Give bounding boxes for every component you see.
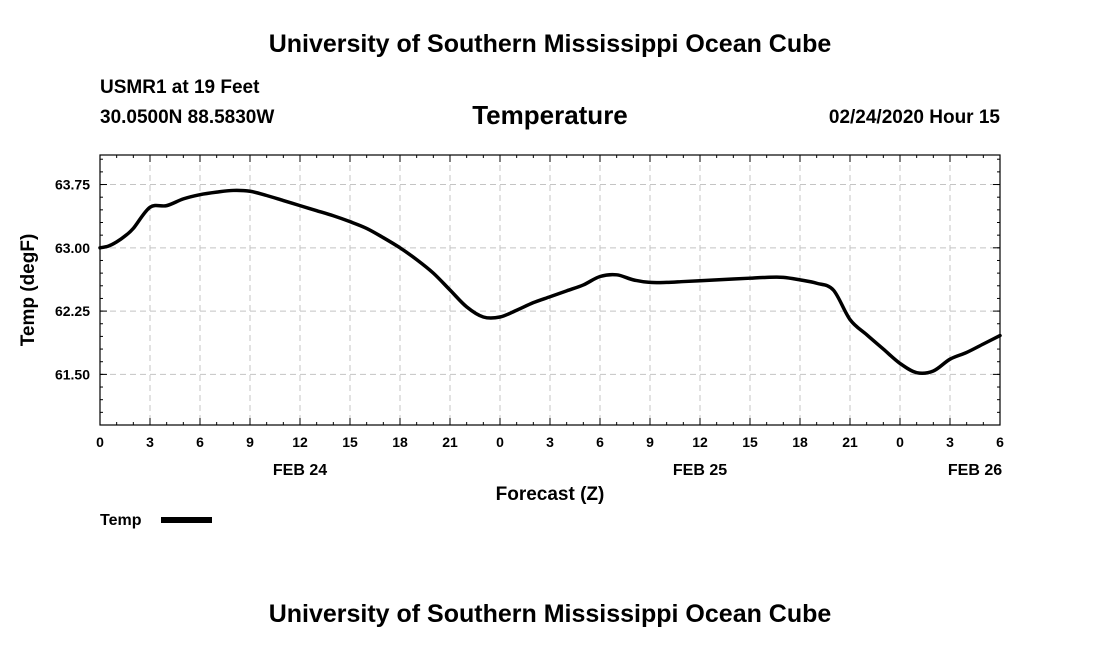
x-tick-label: 3 [546, 434, 554, 450]
y-tick-label: 63.75 [55, 177, 90, 193]
series [98, 188, 1002, 376]
ticks: 0 3 6 9 12 15 18 21 0 3 6 9 12 15 18 21 0 3 6 61.50 62.25 63.… [55, 155, 1004, 479]
date-label: FEB 24 [273, 462, 327, 479]
date-label: 02/24/2020 Hour 15 [828, 107, 1000, 128]
x-tick-label: 12 [292, 434, 308, 450]
legend-swatch [161, 517, 212, 523]
x-tick-label: 6 [596, 434, 604, 450]
x-tick-label: 6 [996, 434, 1004, 450]
x-tick-label: 21 [842, 434, 858, 450]
x-tick-label: 15 [742, 434, 758, 450]
x-tick-label: 0 [896, 434, 904, 450]
y-tick-label: 61.50 [55, 366, 90, 382]
date-label: FEB 26 [948, 462, 1002, 479]
x-tick-label: 21 [442, 434, 458, 450]
x-tick-label: 18 [792, 434, 808, 450]
footer-title: University of Southern Mississippi Ocean… [268, 600, 832, 628]
coordinates-label: 30.0500N 88.5830W [100, 107, 275, 128]
chart-title: Temperature [472, 100, 628, 130]
y-axis-label: Temp (degF) [18, 234, 39, 347]
x-tick-label: 0 [96, 434, 104, 450]
temp-series-line [98, 188, 1002, 376]
x-tick-label: 3 [946, 434, 954, 450]
x-tick-label: 6 [196, 434, 204, 450]
station-label: USMR1 at 19 Feet [100, 77, 260, 98]
x-tick-label: 9 [646, 434, 654, 450]
y-tick-label: 62.25 [55, 303, 90, 319]
gridlines [100, 155, 1000, 425]
legend: Temp [100, 512, 212, 529]
x-axis-label: Forecast (Z) [496, 484, 605, 505]
legend-label: Temp [100, 512, 142, 529]
x-tick-label: 0 [496, 434, 504, 450]
date-label: FEB 25 [673, 462, 727, 479]
x-tick-label: 9 [246, 434, 254, 450]
x-tick-label: 15 [342, 434, 358, 450]
x-tick-label: 3 [146, 434, 154, 450]
x-tick-label: 12 [692, 434, 708, 450]
x-tick-label: 18 [392, 434, 408, 450]
y-tick-label: 63.00 [55, 240, 90, 256]
main-title: University of Southern Mississippi Ocean… [268, 30, 832, 58]
